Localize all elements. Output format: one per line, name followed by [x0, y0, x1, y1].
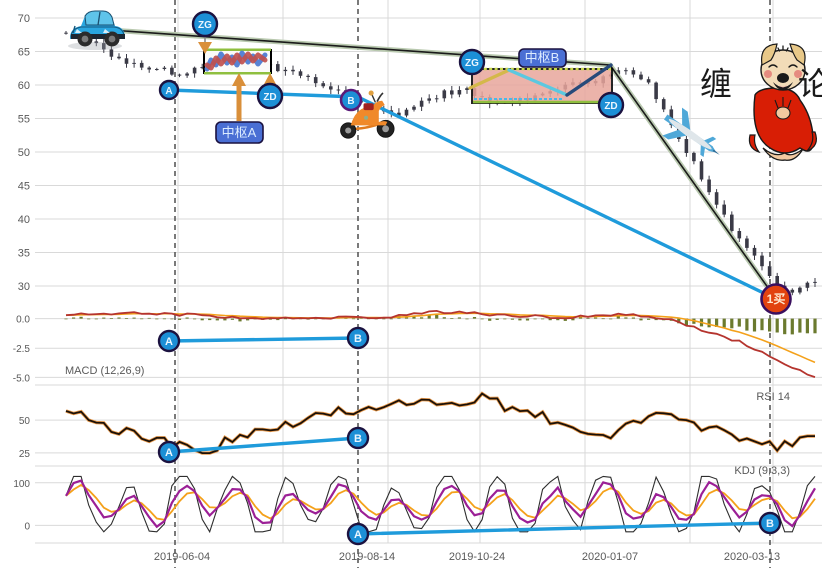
svg-text:中枢A: 中枢A: [222, 125, 257, 140]
svg-text:0: 0: [24, 521, 30, 532]
svg-text:25: 25: [19, 449, 31, 460]
svg-text:B: B: [354, 333, 362, 345]
svg-text:ZD: ZD: [604, 101, 617, 112]
svg-text:MACD (12,26,9): MACD (12,26,9): [65, 365, 144, 377]
svg-text:2020-01-07: 2020-01-07: [582, 551, 638, 563]
svg-text:50: 50: [19, 416, 31, 427]
svg-text:2019-10-24: 2019-10-24: [449, 551, 505, 563]
svg-text:70: 70: [18, 13, 30, 25]
svg-text:B: B: [354, 433, 362, 445]
svg-text:2020-03-13: 2020-03-13: [724, 551, 780, 563]
svg-text:-2.5: -2.5: [13, 344, 31, 355]
svg-text:40: 40: [18, 214, 30, 226]
svg-text:65: 65: [18, 47, 30, 59]
svg-text:B: B: [347, 96, 354, 107]
svg-text:2019-06-04: 2019-06-04: [154, 551, 210, 563]
svg-text:中枢B: 中枢B: [525, 50, 560, 65]
svg-text:60: 60: [18, 80, 30, 92]
svg-text:50: 50: [18, 147, 30, 159]
svg-text:55: 55: [18, 114, 30, 126]
svg-text:缠: 缠: [700, 66, 732, 102]
svg-text:A: A: [165, 336, 173, 348]
svg-text:2019-08-14: 2019-08-14: [339, 551, 395, 563]
svg-text:RSI 14: RSI 14: [756, 391, 790, 403]
svg-text:30: 30: [18, 281, 30, 293]
svg-text:45: 45: [18, 181, 30, 193]
svg-text:ZD: ZD: [263, 92, 276, 103]
svg-text:35: 35: [18, 248, 30, 260]
svg-text:A: A: [165, 447, 173, 459]
svg-text:A: A: [165, 86, 172, 97]
svg-text:论: 论: [798, 66, 822, 102]
svg-text:0.0: 0.0: [16, 315, 30, 326]
svg-text:A: A: [354, 529, 362, 541]
svg-text:KDJ (9,3,3): KDJ (9,3,3): [734, 465, 790, 477]
svg-text:1买: 1买: [767, 292, 786, 306]
svg-text:ZG: ZG: [198, 20, 212, 31]
svg-text:-5.0: -5.0: [13, 373, 31, 384]
svg-text:100: 100: [13, 479, 30, 490]
svg-text:B: B: [766, 518, 774, 530]
svg-text:ZG: ZG: [465, 58, 479, 69]
